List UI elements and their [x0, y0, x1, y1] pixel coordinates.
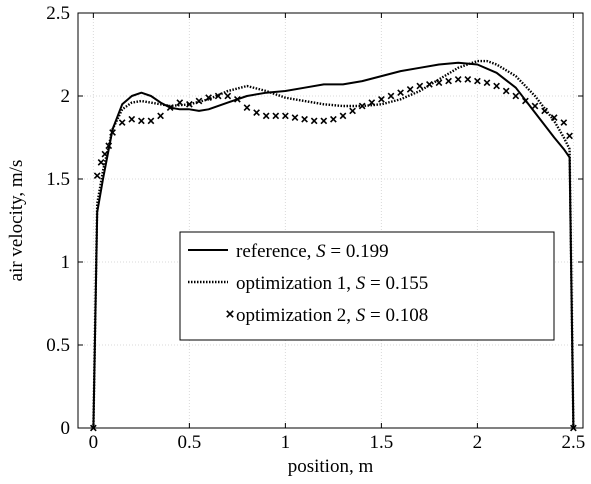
- data-point-marker: [262, 112, 270, 120]
- y-tick-label: 1.5: [46, 169, 70, 190]
- data-point-marker: [387, 92, 395, 100]
- data-point-marker: [445, 77, 452, 85]
- plot-frame: [77, 12, 584, 429]
- legend-label: optimization 2, S = 0.108: [236, 305, 428, 326]
- data-point-marker: [97, 159, 105, 166]
- x-tick-label: 0: [89, 432, 99, 453]
- data-point-marker: [426, 81, 433, 88]
- data-point-marker: [234, 95, 241, 103]
- data-point-marker: [541, 107, 548, 115]
- legend-box: [179, 231, 555, 341]
- data-point-marker: [205, 94, 212, 102]
- data-point-marker: [272, 112, 280, 120]
- data-point-marker: [416, 82, 424, 90]
- data-point-marker: [118, 119, 126, 126]
- x-tick-label: 0.5: [177, 432, 201, 453]
- data-point-marker: [397, 89, 404, 97]
- legend-label: reference, S = 0.199: [236, 241, 389, 262]
- x-axis-label: position, m: [288, 456, 374, 477]
- data-point-marker: [243, 104, 251, 111]
- x-tick-label: 2: [473, 432, 483, 453]
- data-point-marker: [101, 150, 109, 158]
- data-point-marker: [93, 172, 101, 180]
- data-point-marker: [109, 129, 116, 136]
- data-point-marker: [406, 85, 414, 93]
- data-point-marker: [464, 76, 472, 83]
- data-point-marker: [320, 117, 328, 125]
- data-point-marker: [378, 95, 385, 103]
- y-tick-label: 2: [61, 86, 71, 107]
- data-point-marker: [566, 132, 573, 140]
- data-point-marker: [224, 92, 232, 100]
- data-point-marker: [137, 117, 145, 125]
- data-point-marker: [550, 114, 558, 121]
- legend-entry: optimization 1, S = 0.155: [188, 273, 428, 294]
- data-point-marker: [157, 112, 164, 120]
- data-point-marker: [128, 115, 136, 123]
- data-point-marker: [522, 97, 529, 105]
- x-tick-label: 1.5: [370, 432, 394, 453]
- data-point-marker: [291, 114, 299, 121]
- data-point-marker: [282, 112, 289, 120]
- data-point-marker: [147, 117, 155, 125]
- data-point-marker: [483, 79, 491, 87]
- data-point-marker: [435, 79, 443, 87]
- grid: [78, 12, 583, 429]
- data-point-marker: [105, 142, 113, 150]
- legend-entry: optimization 2, S = 0.108: [226, 305, 428, 326]
- data-point-marker: [253, 109, 260, 116]
- axis-ticks: 0 0.5 1 1.5 2 2.5 0 0.5 1 1.5 2 2.5: [46, 3, 585, 453]
- series-layer: [89, 59, 577, 432]
- series-optimization-2: [89, 76, 577, 432]
- data-point-marker: [493, 82, 500, 90]
- data-point-marker: [502, 87, 510, 95]
- legend-label: optimization 1, S = 0.155: [236, 273, 428, 294]
- data-point-marker: [186, 100, 193, 108]
- data-point-marker: [512, 92, 520, 100]
- data-point-marker: [560, 119, 568, 126]
- legend-marker: [226, 310, 234, 318]
- y-tick-label: 2.5: [46, 3, 70, 24]
- data-point-marker: [454, 76, 462, 83]
- series-optimization-1-line: [92, 59, 575, 429]
- x-tick-label: 1: [281, 432, 291, 453]
- data-point-marker: [531, 102, 539, 110]
- data-point-marker: [368, 99, 376, 107]
- y-tick-label: 0.5: [46, 335, 70, 356]
- data-point-marker: [310, 117, 318, 125]
- legend-entry: reference, S = 0.199: [188, 241, 389, 262]
- data-point-marker: [330, 115, 337, 123]
- data-point-marker: [166, 104, 174, 111]
- data-point-marker: [339, 112, 347, 120]
- data-point-marker: [474, 77, 481, 85]
- data-point-marker: [214, 92, 222, 100]
- x-tick-label: 2.5: [562, 432, 586, 453]
- data-point-marker: [301, 115, 308, 123]
- y-tick-label: 0: [61, 418, 71, 439]
- data-point-marker: [176, 99, 184, 107]
- legend: reference, S = 0.199 optimization 1, S = …: [179, 231, 555, 341]
- y-tick-label: 1: [61, 252, 71, 273]
- data-point-marker: [195, 97, 203, 105]
- y-axis-label: air velocity, m/s: [6, 160, 27, 282]
- data-point-marker: [349, 107, 356, 115]
- series-reference-line: [92, 61, 575, 429]
- data-point-marker: [358, 102, 366, 110]
